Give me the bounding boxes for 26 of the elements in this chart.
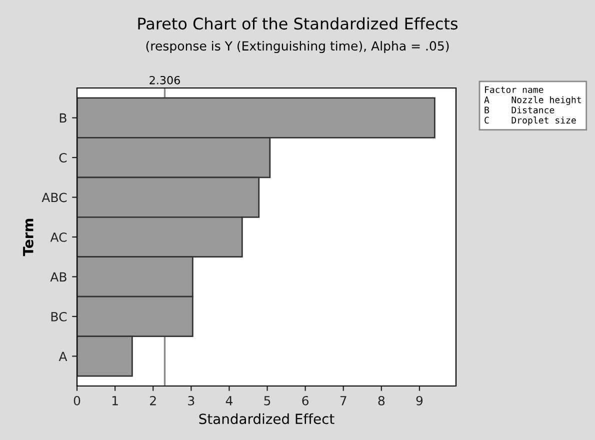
x-tick-label: 6 [302,396,309,406]
x-axis-title: Standardized Effect [199,413,334,424]
x-tick-label: 3 [188,396,194,406]
x-tick-label: 5 [264,396,270,406]
x-tick-label: 2 [150,396,156,406]
y-tick-label: BC [51,312,67,322]
y-tick-label: AB [50,272,66,282]
text: Factor name [485,86,544,94]
y-tick-label: C [59,153,67,162]
text: A Nozzle height [484,96,581,106]
y-axis-title: Term [23,218,34,256]
x-tick-label: 9 [416,396,423,406]
x-tick-label: 8 [378,396,385,406]
text: C Droplet size [484,116,576,126]
chart-subtitle: (response is Y (Extinguishing time), Alpha = .05) [146,40,449,54]
y-tick-label: ABC [42,192,67,202]
y-tick-label: A [58,352,68,361]
chart-title: Pareto Chart of the Standardized Effects [138,17,458,30]
x-tick-label: 1 [112,396,118,406]
x-tick-label: 0 [74,396,80,406]
x-tick-label: 7 [340,396,346,406]
x-tick-label: 4 [226,396,232,406]
y-tick-label: AC [50,232,67,242]
text: B Distance [484,106,554,114]
ref-line-label: 2.306 [150,76,180,84]
y-tick-label: B [60,113,66,123]
